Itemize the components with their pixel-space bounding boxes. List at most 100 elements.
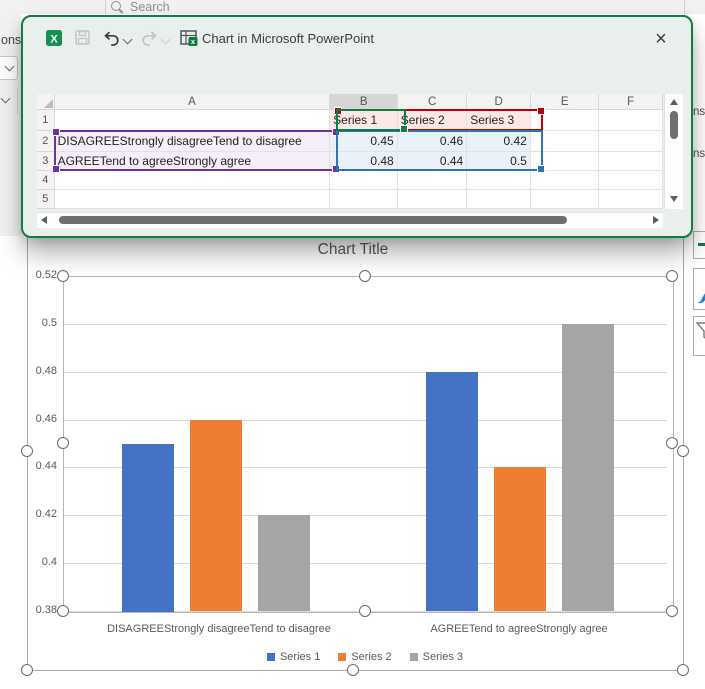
redo-button[interactable]: [140, 29, 159, 52]
legend-item[interactable]: Series 1: [266, 651, 320, 663]
selection-handle[interactable]: [21, 445, 33, 457]
sheet-cell[interactable]: [530, 110, 600, 131]
ribbon-dropdown-fragment[interactable]: [0, 56, 18, 80]
sheet-cell[interactable]: DISAGREEStrongly disagreeTend to disagre…: [54, 131, 331, 152]
vertical-scrollbar[interactable]: [664, 94, 683, 209]
select-all-cell[interactable]: [37, 94, 55, 110]
sheet-cell[interactable]: 0.5: [467, 152, 531, 171]
sheet-cell[interactable]: 0.44: [397, 152, 468, 171]
row-header-5[interactable]: 5: [37, 190, 55, 209]
sheet-cell[interactable]: 0.46: [397, 131, 468, 152]
column-header-C[interactable]: C: [397, 94, 468, 110]
sheet-cell[interactable]: [530, 131, 600, 152]
sheet-cell[interactable]: Series 2: [397, 110, 468, 131]
selection-handle[interactable]: [57, 437, 69, 449]
select-all-triangle-icon: [43, 99, 53, 108]
sheet-cell[interactable]: [599, 171, 663, 190]
column-header-F[interactable]: F: [599, 94, 663, 110]
window-title: Chart in Microsoft PowerPoint: [202, 31, 374, 46]
bar-series-1-group1[interactable]: [122, 444, 174, 612]
search-input[interactable]: Search: [130, 0, 170, 14]
selection-handle[interactable]: [359, 605, 371, 617]
ribbon-background-strip: Search: [0, 0, 705, 14]
y-axis-tick-label: 0.44: [35, 460, 57, 472]
row-header-4[interactable]: 4: [37, 171, 55, 190]
sheet-cell[interactable]: [54, 110, 331, 131]
sheet-cell[interactable]: [530, 190, 600, 209]
sheet-cell[interactable]: [397, 190, 468, 209]
bar-series-2-group2[interactable]: [494, 467, 546, 611]
sheet-cell[interactable]: AGREETend to agreeStrongly agree: [54, 152, 331, 171]
selection-handle[interactable]: [359, 270, 371, 282]
column-header-B[interactable]: B: [330, 94, 398, 110]
redo-dropdown-chevron-icon[interactable]: [160, 34, 171, 45]
selection-handle[interactable]: [677, 664, 689, 676]
row-header-1[interactable]: 1: [37, 110, 55, 131]
sheet-cell[interactable]: Series 3: [467, 110, 531, 131]
sheet-cell[interactable]: [330, 190, 398, 209]
sheet-cell[interactable]: Series 1: [330, 110, 398, 131]
sheet-cell[interactable]: [330, 171, 398, 190]
excel-logo-icon: X: [45, 29, 63, 52]
sheet-cell[interactable]: [599, 152, 663, 171]
row-header-3[interactable]: 3: [37, 152, 55, 171]
chart-styles-button[interactable]: [693, 268, 705, 310]
sheet-cell[interactable]: 0.45: [330, 131, 398, 152]
sheet-cell[interactable]: [599, 190, 663, 209]
undo-dropdown-chevron-icon[interactable]: [122, 34, 133, 45]
selection-handle[interactable]: [666, 605, 678, 617]
selection-handle[interactable]: [57, 270, 69, 282]
vertical-scroll-thumb[interactable]: [670, 111, 678, 139]
save-icon[interactable]: [75, 30, 91, 51]
column-header-D[interactable]: D: [467, 94, 531, 110]
sheet-cell[interactable]: [54, 171, 331, 190]
selection-handle[interactable]: [57, 605, 69, 617]
chart-title[interactable]: Chart Title: [317, 241, 389, 258]
sheet-cell[interactable]: [467, 171, 531, 190]
sheet-cell[interactable]: [54, 190, 331, 209]
selection-handle[interactable]: [21, 664, 33, 676]
horizontal-scroll-thumb[interactable]: [59, 216, 567, 224]
bar-series-1-group2[interactable]: [426, 372, 478, 611]
selection-handle[interactable]: [666, 270, 678, 282]
bar-series-3-group1[interactable]: [258, 515, 310, 611]
sheet-row: 4: [37, 171, 663, 190]
selection-handle[interactable]: [677, 445, 689, 457]
y-axis-tick-label: 0.38: [35, 604, 57, 616]
undo-button[interactable]: [102, 29, 121, 52]
sheet-cell[interactable]: 0.48: [330, 152, 398, 171]
column-header-A[interactable]: A: [54, 94, 331, 110]
chart-filters-button[interactable]: [693, 316, 705, 356]
selection-handle[interactable]: [347, 664, 359, 676]
sheet-cell[interactable]: [599, 131, 663, 152]
sheet-cell[interactable]: [530, 152, 600, 171]
scroll-left-icon[interactable]: [41, 216, 47, 224]
x-axis-label-group1[interactable]: DISAGREEStrongly disagreeTend to disagre…: [107, 623, 331, 635]
close-icon[interactable]: ×: [655, 28, 667, 50]
edit-data-in-excel-icon[interactable]: x: [180, 29, 198, 52]
bar-series-2-group1[interactable]: [190, 420, 242, 611]
plot-area-selection-rect: [63, 276, 674, 613]
chart-legend[interactable]: Series 1 Series 2 Series 3: [63, 651, 667, 663]
scroll-right-icon[interactable]: [653, 216, 659, 224]
selection-handle[interactable]: [666, 437, 678, 449]
scroll-up-icon[interactable]: [670, 99, 678, 105]
column-header-E[interactable]: E: [530, 94, 600, 110]
sheet-row: 1 Series 1 Series 2 Series 3: [37, 110, 663, 131]
bar-series-3-group2[interactable]: [562, 324, 614, 611]
sheet-cell[interactable]: 0.42: [467, 131, 531, 152]
sheet-cell[interactable]: [530, 171, 600, 190]
sheet-cell[interactable]: [599, 110, 663, 131]
sheet-cell[interactable]: [397, 171, 468, 190]
row-header-2[interactable]: 2: [37, 131, 55, 152]
y-axis-tick-label: 0.46: [35, 413, 57, 425]
sheet-cell[interactable]: [467, 190, 531, 209]
legend-item[interactable]: Series 2: [338, 651, 392, 663]
legend-item[interactable]: Series 3: [409, 651, 464, 663]
legend-label: Series 3: [422, 651, 464, 663]
horizontal-scrollbar[interactable]: [37, 212, 663, 228]
scroll-down-icon[interactable]: [670, 196, 678, 202]
x-axis-label-group2[interactable]: AGREETend to agreeStrongly agree: [430, 623, 608, 635]
chart-elements-button[interactable]: [693, 231, 705, 259]
